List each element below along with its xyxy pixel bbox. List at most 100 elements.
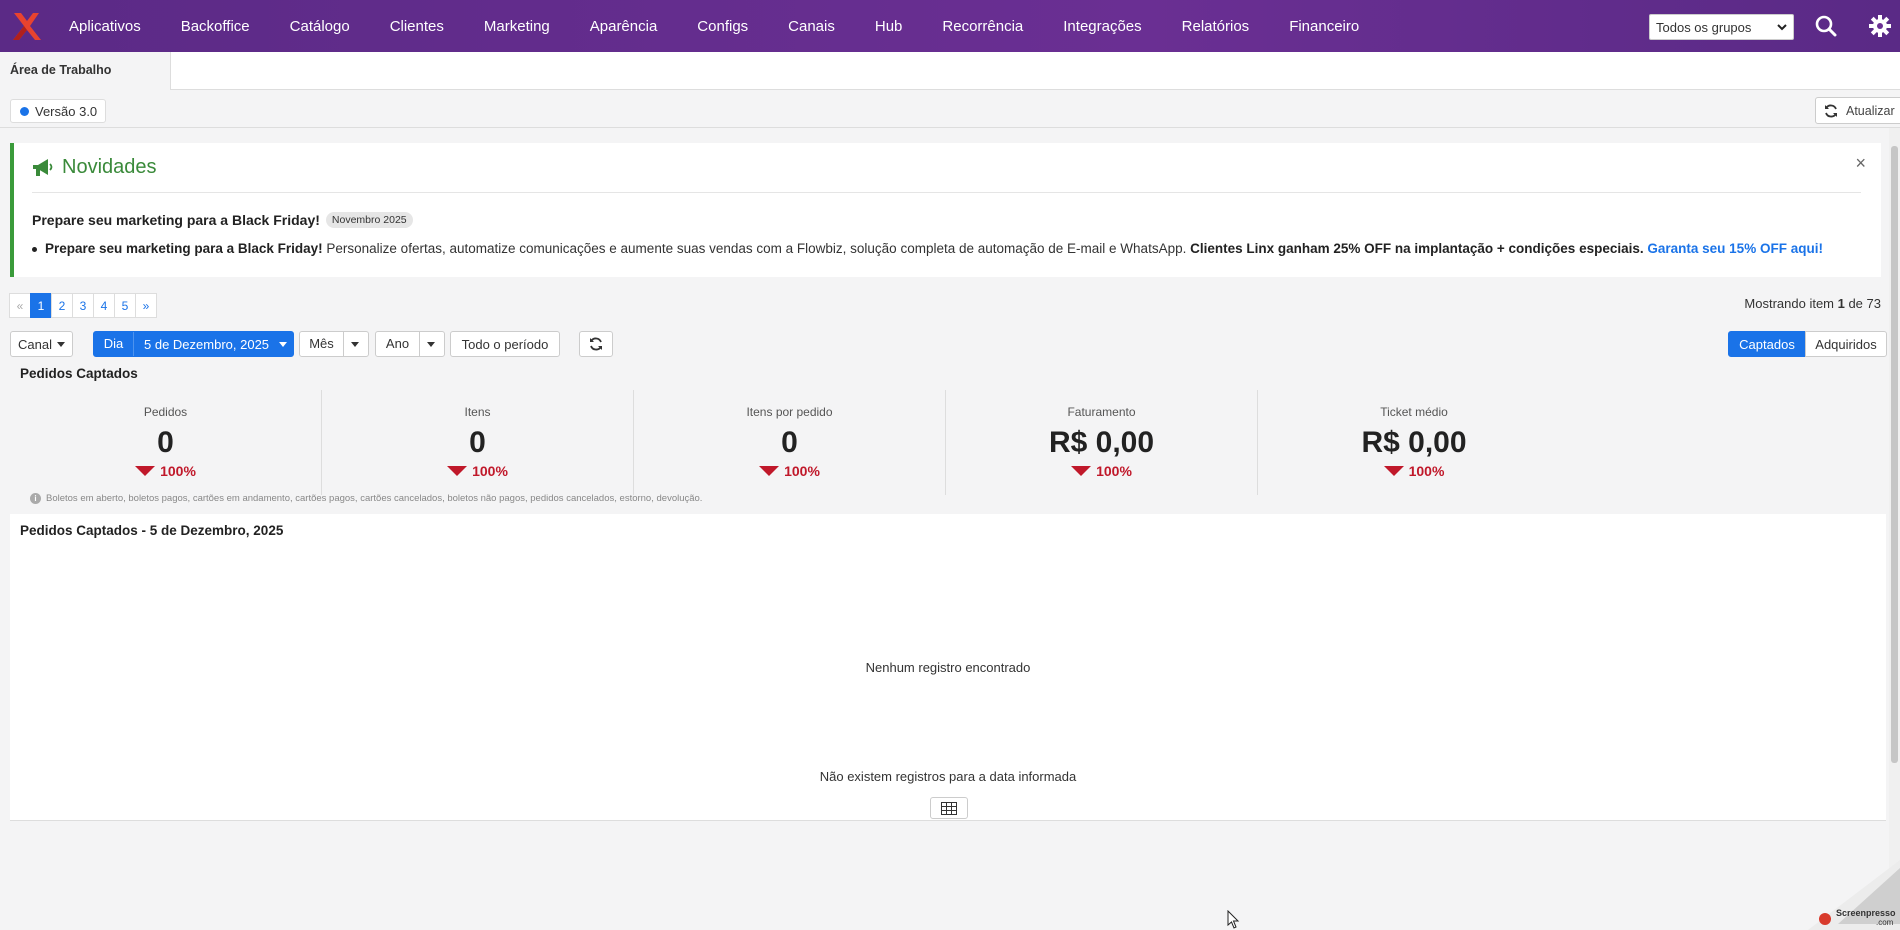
screenpresso-watermark: Screenpresso .com (1808, 860, 1900, 930)
stat-delta: 100% (634, 463, 945, 479)
showing-suffix: de 73 (1844, 296, 1881, 311)
caret-down-icon (279, 341, 288, 347)
empty-message: Nenhum registro encontrado (865, 660, 1031, 675)
nav-recorrencia[interactable]: Recorrência (942, 17, 1024, 35)
stat-value: 0 (157, 426, 174, 459)
pagination: « 1 2 3 4 5 » (9, 293, 157, 318)
orders-table-panel: Pedidos Captados - 5 de Dezembro, 2025 N… (10, 514, 1886, 821)
day-label: Dia (94, 332, 134, 356)
arrow-down-icon (447, 466, 468, 476)
nav-marketing[interactable]: Marketing (483, 17, 550, 35)
table-icon (941, 801, 957, 815)
nav-aplicativos[interactable]: Aplicativos (69, 17, 141, 35)
pager-page-2[interactable]: 2 (51, 293, 73, 318)
nav-financeiro[interactable]: Financeiro (1289, 17, 1360, 35)
nav-hub[interactable]: Hub (874, 17, 903, 35)
pager-page-3[interactable]: 3 (72, 293, 94, 318)
delta-value: 100% (784, 463, 820, 479)
chevron-down-icon (1777, 24, 1787, 31)
day-date-picker[interactable]: Dia 5 de Dezembro, 2025 (93, 331, 294, 357)
refresh-button[interactable]: Atualizar (1815, 97, 1900, 124)
stat-pedidos: Pedidos 0 100% (10, 390, 322, 495)
version-badge[interactable]: Versão 3.0 (10, 99, 107, 123)
year-picker[interactable]: Ano (375, 331, 445, 357)
stat-value: 0 (781, 426, 798, 459)
news-subtitle: Prepare seu marketing para a Black Frida… (32, 212, 413, 228)
nav-catalogo[interactable]: Catálogo (289, 17, 350, 35)
scrollbar-thumb[interactable] (1891, 146, 1898, 763)
stat-value: R$ 0,00 (1048, 426, 1155, 459)
stat-label: Itens por pedido (746, 405, 833, 419)
adquiridos-toggle[interactable]: Adquiridos (1805, 331, 1887, 357)
arrow-down-icon (1383, 466, 1404, 476)
pager-page-1[interactable]: 1 (30, 293, 52, 318)
news-item-bold2: Clientes Linx ganham 25% OFF na implanta… (1190, 241, 1644, 256)
canal-dropdown[interactable]: Canal (10, 331, 73, 357)
pager-prev[interactable]: « (9, 293, 31, 318)
canal-label: Canal (18, 336, 52, 352)
captados-toggle[interactable]: Captados (1728, 331, 1806, 357)
refresh-icon (590, 337, 602, 351)
stats-panel: Pedidos 0 100% Itens 0 100% Itens por pe… (10, 390, 1572, 495)
tab-area-de-trabalho[interactable]: Área de Trabalho (0, 52, 171, 90)
nav-relatorios[interactable]: Relatórios (1181, 17, 1250, 35)
logo-icon[interactable] (0, 0, 52, 52)
arrow-down-icon (1071, 466, 1092, 476)
search-icon[interactable] (1813, 13, 1839, 39)
showing-current: 1 (1837, 296, 1845, 311)
pager-page-5[interactable]: 5 (114, 293, 136, 318)
top-navbar: Aplicativos Backoffice Catálogo Clientes… (0, 0, 1900, 52)
refresh-label: Atualizar (1846, 103, 1895, 118)
reload-button[interactable] (579, 331, 613, 357)
table-view-button[interactable] (930, 797, 968, 819)
nav-integracoes[interactable]: Integrações (1063, 17, 1142, 35)
table-title: Pedidos Captados - 5 de Dezembro, 2025 (20, 523, 284, 538)
month-picker[interactable]: Mês (299, 331, 369, 357)
nav-clientes[interactable]: Clientes (389, 17, 444, 35)
stat-ticket-medio: Ticket médio R$ 0,00 100% (1258, 390, 1570, 495)
arrow-down-icon (759, 466, 780, 476)
nav-backoffice[interactable]: Backoffice (180, 17, 250, 35)
delta-value: 100% (472, 463, 508, 479)
nav-configs[interactable]: Configs (697, 17, 749, 35)
news-item-text: Personalize ofertas, automatize comunica… (322, 241, 1191, 256)
stat-itens-por-pedido: Itens por pedido 0 100% (634, 390, 946, 495)
showing-count: Mostrando item 1 de 73 (1744, 296, 1881, 311)
stats-title: Pedidos Captados (20, 366, 138, 381)
watermark-text: Screenpresso (1836, 908, 1896, 918)
stat-faturamento: Faturamento R$ 0,00 100% (946, 390, 1258, 495)
news-title: Novidades (62, 156, 157, 178)
news-panel: Novidades × Prepare seu marketing para a… (10, 143, 1881, 277)
mouse-cursor-icon (1227, 910, 1240, 929)
group-select[interactable]: Todos os grupos (1649, 14, 1794, 40)
group-select-value: Todos os grupos (1656, 19, 1752, 35)
status-dot (20, 107, 29, 116)
date-value: 5 de Dezembro, 2025 (144, 336, 270, 352)
stat-itens: Itens 0 100% (322, 390, 634, 495)
caret-down-icon (427, 341, 435, 347)
stat-value: R$ 0,00 (1361, 426, 1467, 459)
month-label: Mês (300, 332, 344, 356)
gear-icon[interactable] (1867, 13, 1893, 39)
stat-label: Faturamento (1067, 405, 1136, 419)
showing-prefix: Mostrando item (1744, 296, 1838, 311)
stat-delta: 100% (10, 463, 321, 479)
watermark-domain: .com (1876, 918, 1894, 927)
news-offer-link[interactable]: Garanta seu 15% OFF aqui! (1647, 241, 1823, 256)
delta-value: 100% (1096, 463, 1132, 479)
stat-label: Pedidos (143, 405, 188, 419)
nav-canais[interactable]: Canais (788, 17, 835, 35)
pager-next[interactable]: » (135, 293, 157, 318)
all-period-button[interactable]: Todo o período (450, 331, 560, 357)
news-heading: Novidades (32, 156, 157, 179)
stat-label: Itens (464, 405, 491, 419)
no-records-message: Não existem registros para a data inform… (819, 769, 1077, 784)
main-menu: Aplicativos Backoffice Catálogo Clientes… (52, 0, 1379, 52)
close-icon[interactable]: × (1855, 153, 1866, 173)
nav-aparencia[interactable]: Aparência (589, 17, 658, 35)
arrow-down-icon (135, 466, 156, 476)
bullet-icon (32, 246, 37, 252)
pager-page-4[interactable]: 4 (93, 293, 115, 318)
divider (32, 192, 1861, 193)
stat-delta: 100% (322, 463, 633, 479)
